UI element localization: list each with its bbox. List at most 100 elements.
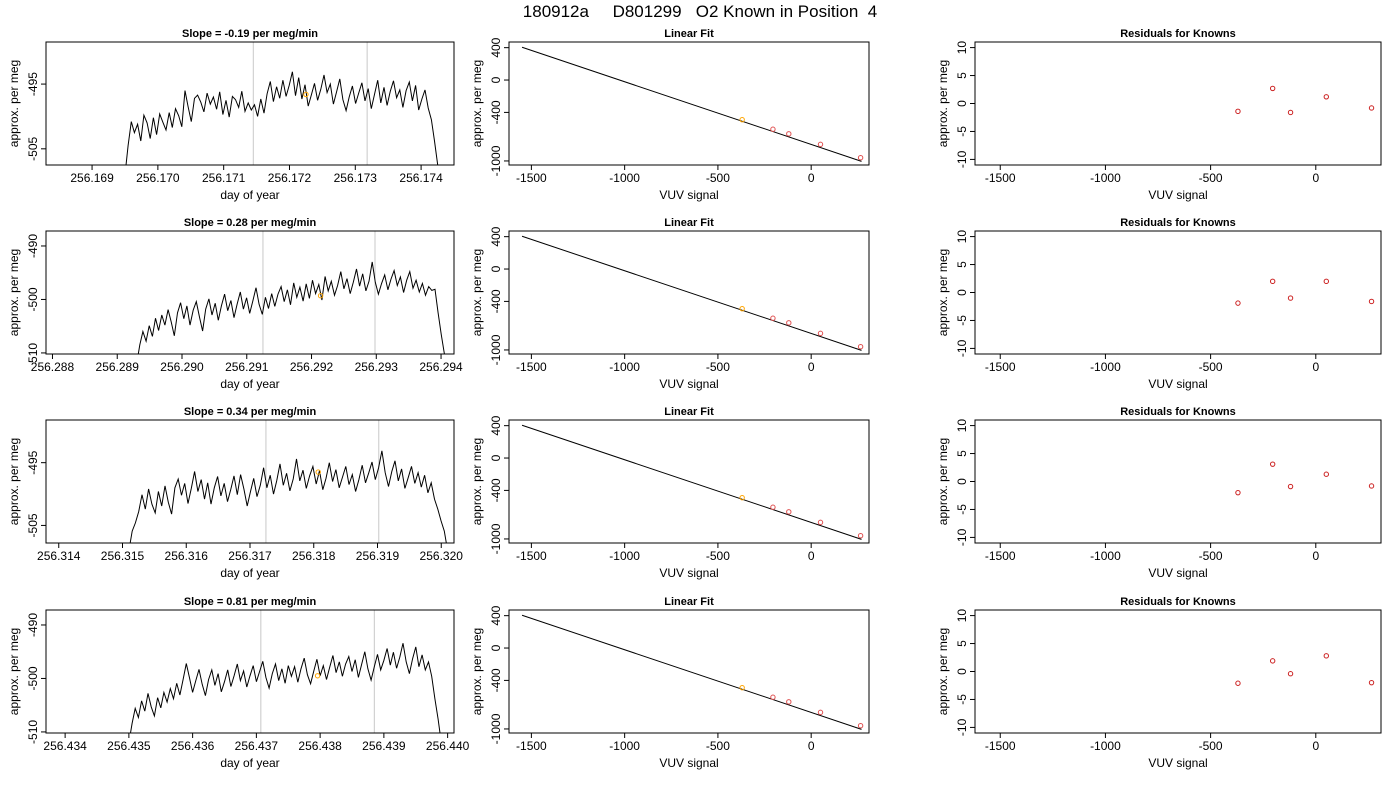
sample-marker — [317, 293, 324, 299]
y-tick-label: 5 — [955, 261, 969, 268]
sample-marker — [314, 673, 321, 679]
y-axis-label: approx. per meg — [936, 249, 950, 336]
x-tick-label: -1500 — [516, 549, 547, 563]
panel-title: Residuals for Knowns — [1120, 596, 1236, 608]
data-point — [857, 723, 864, 729]
x-tick-label: -1500 — [516, 360, 547, 374]
x-tick-label: 256.172 — [268, 171, 312, 185]
x-tick-label: 256.438 — [298, 739, 342, 753]
x-axis-label: day of year — [220, 377, 279, 391]
linear-fit-panel-row-2: Linear Fit -1500 -1000 -500 0 400 0 -400 -1000 VU… — [470, 217, 870, 391]
y-axis-label: approx. per meg — [470, 438, 484, 525]
y-tick-label: 0 — [489, 76, 503, 83]
y-axis-label: approx. per meg — [7, 60, 21, 147]
panel-title: Residuals for Knowns — [1120, 217, 1236, 229]
data-point — [817, 709, 824, 716]
x-tick-label: -500 — [706, 739, 730, 753]
x-tick-label: -1500 — [985, 549, 1016, 563]
data-point — [786, 509, 792, 515]
y-tick-label: 5 — [955, 640, 969, 647]
x-tick-label: 0 — [808, 360, 815, 374]
y-axis-label: approx. per meg — [470, 628, 484, 715]
y-tick-label: 10 — [955, 609, 969, 623]
y-tick-label: 0 — [489, 454, 503, 461]
x-tick-label: 256.318 — [292, 549, 336, 563]
x-tick-label: -500 — [706, 549, 730, 563]
signal-trace — [137, 261, 445, 354]
data-point — [857, 155, 864, 161]
x-tick-label: 0 — [808, 171, 815, 185]
x-tick-label: -1000 — [609, 171, 640, 185]
x-axis-label: VUV signal — [1148, 188, 1207, 202]
x-tick-label: -1000 — [1090, 171, 1121, 185]
y-tick-label: -5 — [955, 504, 969, 515]
y-tick-label: -1000 — [489, 523, 503, 554]
data-point — [817, 519, 824, 526]
y-tick-label: 0 — [489, 265, 503, 272]
y-tick-label: -5 — [955, 694, 969, 705]
panel-title: Slope = 0.28 per meg/min — [184, 217, 317, 229]
data-point — [817, 141, 824, 148]
y-tick-label: 400 — [489, 226, 503, 246]
x-tick-label: -1500 — [516, 739, 547, 753]
y-tick-label: -10 — [955, 718, 969, 736]
x-tick-label: 256.174 — [399, 171, 443, 185]
plot-frame — [45, 230, 455, 355]
x-tick-label: 256.293 — [355, 360, 399, 374]
x-tick-label: -1000 — [1090, 739, 1121, 753]
x-axis-label: VUV signal — [659, 566, 718, 580]
data-point — [1269, 461, 1276, 467]
data-point — [786, 320, 792, 326]
plot-frame — [508, 609, 870, 734]
plot-frame — [974, 419, 1382, 544]
x-tick-label: 256.169 — [70, 171, 114, 185]
time-series-panel-row-1: Slope = -0.19 per meg/min 256.169 256.170 2… — [7, 28, 455, 202]
x-tick-label: 256.171 — [202, 171, 246, 185]
panel-title: Linear Fit — [664, 406, 714, 418]
y-tick-label: 400 — [489, 37, 503, 57]
linear-fit-panel-row-3: Linear Fit -1500 -1000 -500 0 400 0 -400 -1000 VU… — [470, 406, 870, 580]
x-tick-label: 256.290 — [160, 360, 204, 374]
x-axis-label: VUV signal — [1148, 377, 1207, 391]
y-axis-label: approx. per meg — [936, 438, 950, 525]
linear-fit-panel-row-4: Linear Fit -1500 -1000 -500 0 400 0 -400 -1000 VU… — [470, 596, 870, 770]
data-point — [1368, 105, 1375, 111]
y-tick-label: 0 — [955, 668, 969, 675]
y-axis-label: approx. per meg — [7, 628, 21, 715]
y-axis-label: approx. per meg — [936, 628, 950, 715]
y-tick-label: 5 — [955, 450, 969, 457]
x-tick-label: 256.316 — [165, 549, 209, 563]
y-tick-label: -490 — [26, 234, 40, 258]
data-point — [1269, 278, 1276, 285]
data-point — [1235, 300, 1241, 306]
data-point — [1323, 278, 1330, 285]
y-tick-label: -10 — [955, 339, 969, 357]
y-tick-label: -10 — [955, 528, 969, 546]
panel-title: Linear Fit — [664, 28, 714, 40]
y-tick-label: 10 — [955, 41, 969, 55]
y-tick-label: -400 — [489, 100, 503, 124]
panel-title: Linear Fit — [664, 596, 714, 608]
y-tick-label: -500 — [26, 287, 40, 311]
x-tick-label: 256.315 — [101, 549, 145, 563]
data-point — [857, 344, 864, 350]
x-tick-label: 0 — [808, 549, 815, 563]
residuals-panel-row-4: Residuals for Knowns -1500 -1000 -500 0 10 5 0 -… — [936, 596, 1382, 770]
y-tick-label: -500 — [26, 666, 40, 690]
y-tick-label: -1000 — [489, 334, 503, 365]
x-axis-label: VUV signal — [659, 756, 718, 770]
y-tick-label: 0 — [955, 100, 969, 107]
x-tick-label: 0 — [808, 739, 815, 753]
data-point — [770, 694, 776, 700]
fit-line — [521, 235, 862, 351]
data-point — [1235, 680, 1241, 686]
y-tick-label: -1000 — [489, 145, 503, 176]
plot-frame — [45, 419, 455, 544]
residuals-panel-row-1: Residuals for Knowns -1500 -1000 -500 0 10 5 0 -… — [936, 28, 1382, 202]
data-point — [786, 699, 792, 705]
y-tick-label: -5 — [955, 126, 969, 137]
y-tick-label: -510 — [26, 720, 40, 744]
time-series-panel-row-4: Slope = 0.81 per meg/min 256.434 256.435 25… — [7, 596, 470, 770]
x-tick-label: 256.319 — [356, 549, 400, 563]
highlight-point — [739, 684, 745, 691]
